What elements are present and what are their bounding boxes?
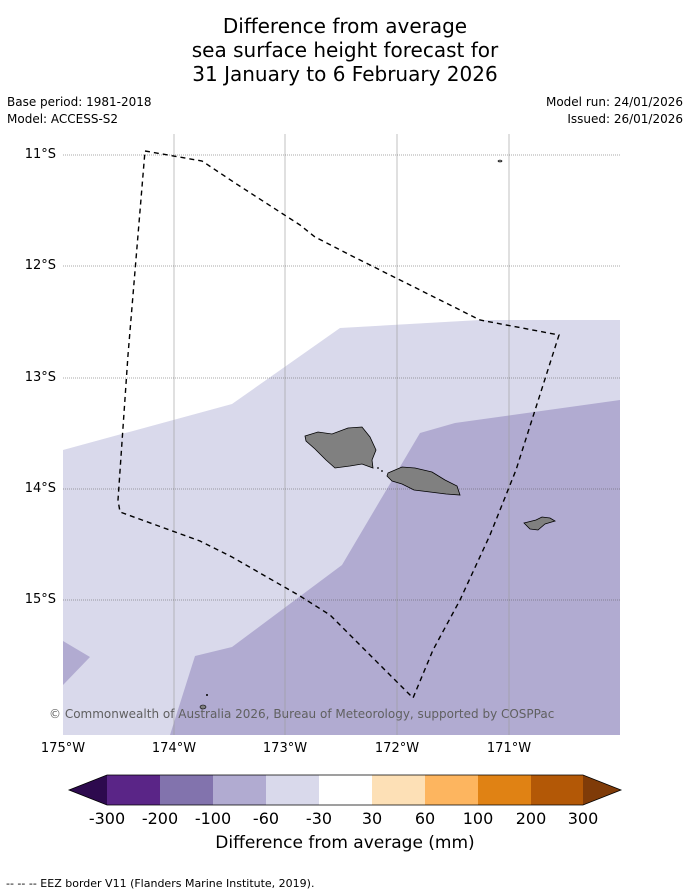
lon-label-173w: 173°W xyxy=(262,741,308,756)
title-line-1: Difference from average xyxy=(222,14,468,38)
colorbar-min-extension xyxy=(69,775,107,805)
longitude-gridlines xyxy=(173,134,510,735)
colorbar-outline xyxy=(67,774,623,806)
eez-border xyxy=(117,150,560,700)
lon-label-171w: 171°W xyxy=(486,741,532,756)
colorbar-segment xyxy=(319,775,372,805)
colorbar-tick-label: -30 xyxy=(305,809,333,828)
colorbar-segment xyxy=(107,775,160,805)
lon-label-175w: 175°W xyxy=(40,741,86,756)
colorbar-segment xyxy=(372,775,425,805)
lon-label-174w: 174°W xyxy=(151,741,197,756)
colorbar-segment xyxy=(478,775,531,805)
small-islet-dot xyxy=(206,694,208,696)
lat-label-14s: 14°S xyxy=(24,481,56,496)
colorbar-title: Difference from average (mm) xyxy=(215,833,475,853)
upolu-island xyxy=(386,466,461,496)
islet-dot-2 xyxy=(381,470,383,472)
issued-date: Issued: 26/01/2026 xyxy=(567,112,683,126)
anomaly-band-neutral xyxy=(63,134,620,450)
islet-dot-1 xyxy=(377,467,379,469)
colorbar-tick-label: 300 xyxy=(567,809,599,828)
anomaly-band-medium xyxy=(170,400,620,735)
colorbar-tick-label: 60 xyxy=(414,809,436,828)
title-line-3: 31 January to 6 February 2026 xyxy=(192,62,498,86)
colorbar-tick-label: 200 xyxy=(515,809,547,828)
base-period: Base period: 1981-2018 xyxy=(7,95,152,109)
colorbar-segment xyxy=(160,775,213,805)
lat-label-11s: 11°S xyxy=(24,147,56,162)
colorbar-segment xyxy=(425,775,478,805)
colorbar-tick-label: -300 xyxy=(88,809,126,828)
footer-legend: -- -- -- EEZ border V11 (Flanders Marine… xyxy=(6,877,315,890)
model-name: Model: ACCESS-S2 xyxy=(7,112,119,126)
colorbar-max-extension xyxy=(583,775,621,805)
colorbar-segment xyxy=(531,775,583,805)
small-islet-north xyxy=(497,159,503,163)
colorbar-segment xyxy=(213,775,266,805)
title-line-2: sea surface height forecast for xyxy=(191,38,499,62)
savaii-island xyxy=(304,426,377,469)
lat-label-13s: 13°S xyxy=(24,370,56,385)
colorbar-tick-label: -100 xyxy=(194,809,232,828)
colorbar-tick-label: 30 xyxy=(361,809,383,828)
copyright-notice: © Commonwealth of Australia 2026, Bureau… xyxy=(49,707,555,721)
lon-label-172w: 172°W xyxy=(374,741,420,756)
latitude-gridlines xyxy=(63,154,620,601)
lat-label-15s: 15°S xyxy=(24,592,56,607)
colorbar-tick-label: -200 xyxy=(141,809,179,828)
small-islet-south xyxy=(199,704,207,710)
colorbar-tick-label: 100 xyxy=(462,809,494,828)
colorbar-segment xyxy=(266,775,319,805)
colorbar xyxy=(67,774,623,806)
tutuila-island xyxy=(523,516,556,531)
anomaly-patch-west xyxy=(63,641,90,685)
lat-label-12s: 12°S xyxy=(24,258,56,273)
chart-title: Difference from average sea surface heig… xyxy=(0,14,690,86)
colorbar-tick-label: -60 xyxy=(252,809,280,828)
model-run: Model run: 24/01/2026 xyxy=(545,95,683,109)
